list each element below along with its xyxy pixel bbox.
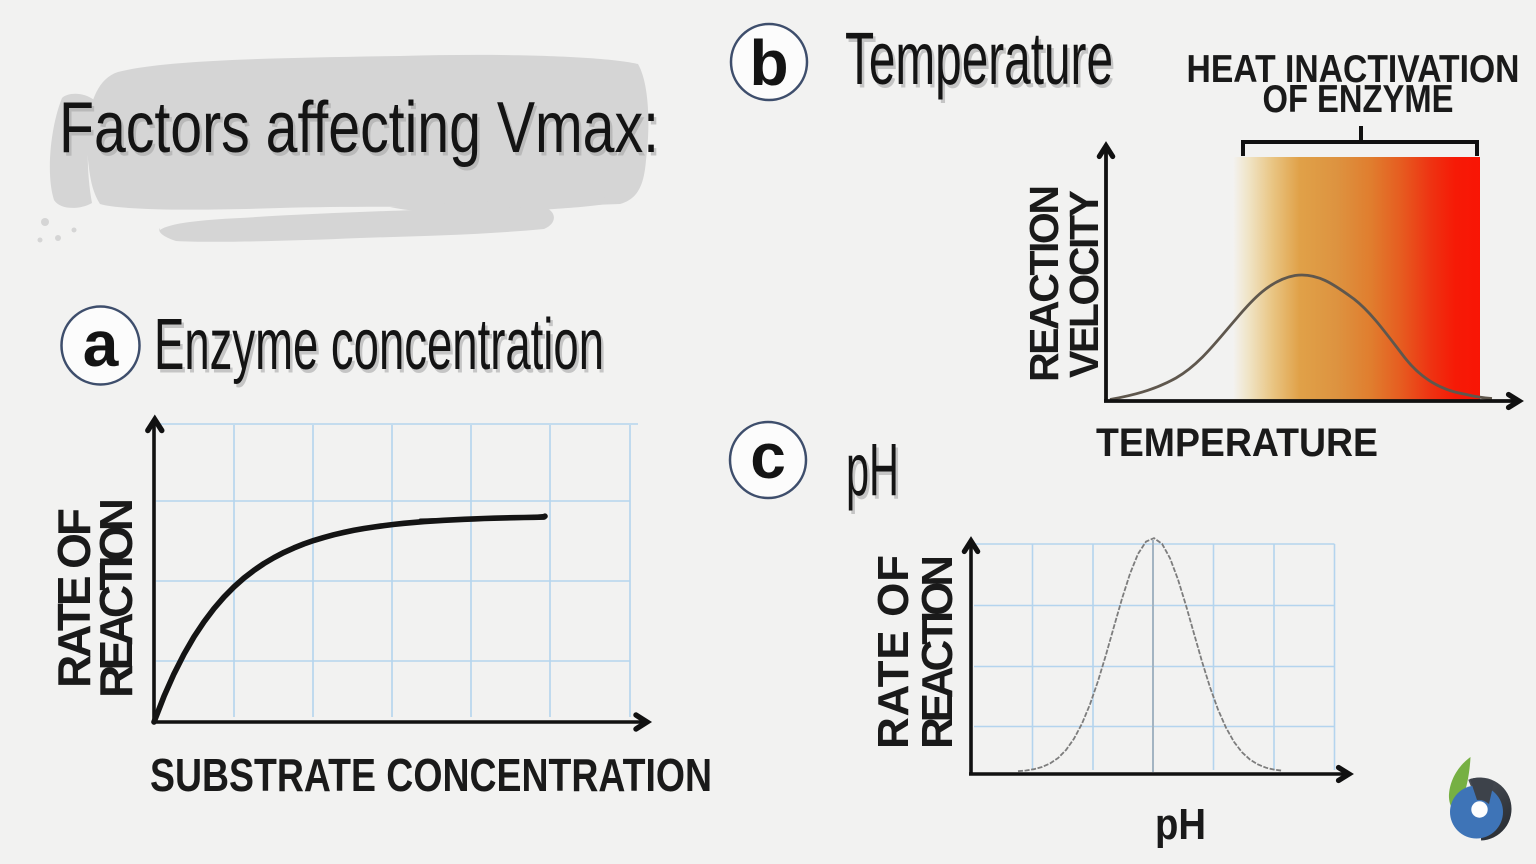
svg-text:c: c [750, 420, 786, 492]
svg-text:REACTION: REACTION [913, 555, 962, 749]
svg-text:b: b [749, 27, 788, 99]
svg-text:Enzyme concentration: Enzyme concentration [157, 309, 607, 389]
svg-text:REACTION: REACTION [90, 498, 142, 698]
svg-text:REACTION: REACTION [1021, 185, 1067, 382]
svg-text:RATE OF: RATE OF [48, 508, 100, 688]
svg-text:OF ENZYME: OF ENZYME [1263, 78, 1454, 121]
svg-text:TEMPERATURE: TEMPERATURE [1096, 421, 1378, 465]
svg-text:RATE OF: RATE OF [869, 555, 918, 749]
svg-text:Factors affecting Vmax:: Factors affecting Vmax: [59, 88, 659, 168]
svg-text:pH: pH [849, 432, 902, 515]
svg-text:pH: pH [846, 428, 899, 511]
svg-text:Temperature: Temperature [845, 17, 1113, 100]
svg-text:Enzyme concentration: Enzyme concentration [154, 305, 604, 385]
svg-text:VELOCITY: VELOCITY [1061, 190, 1107, 378]
svg-text:Factors affecting Vmax:: Factors affecting Vmax: [62, 92, 662, 172]
svg-text:HEAT INACTIVATION: HEAT INACTIVATION [1187, 48, 1520, 91]
svg-text:Temperature: Temperature [848, 21, 1116, 104]
svg-text:a: a [83, 308, 119, 380]
svg-text:SUBSTRATE CONCENTRATION: SUBSTRATE CONCENTRATION [150, 749, 712, 801]
svg-text:pH: pH [1155, 800, 1206, 849]
